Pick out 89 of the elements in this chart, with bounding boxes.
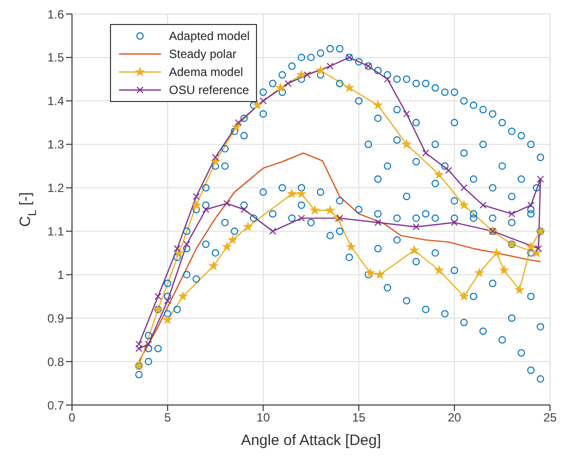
x-tick-label: 20 xyxy=(448,410,462,425)
point xyxy=(412,223,420,230)
point xyxy=(535,245,542,252)
point xyxy=(434,170,444,179)
point xyxy=(326,206,335,214)
y-tick-label: 1.1 xyxy=(47,224,64,238)
point xyxy=(208,261,218,270)
point xyxy=(234,119,242,126)
point xyxy=(422,150,430,157)
legend-label: Adapted model xyxy=(169,29,250,43)
point xyxy=(202,206,210,213)
y-tick-label: 1.4 xyxy=(47,94,64,108)
x-tick-label: 10 xyxy=(256,410,270,425)
point xyxy=(210,156,220,166)
point xyxy=(222,242,232,251)
point xyxy=(403,110,410,118)
point xyxy=(276,83,285,92)
point xyxy=(375,270,384,279)
point xyxy=(459,292,469,300)
point xyxy=(366,268,375,277)
point xyxy=(269,228,276,235)
point xyxy=(212,154,219,161)
point xyxy=(492,248,502,257)
x-tick-label: 15 xyxy=(352,410,366,425)
point xyxy=(374,219,382,226)
point xyxy=(410,246,419,254)
point xyxy=(527,202,534,209)
point xyxy=(287,189,296,198)
point xyxy=(474,268,484,277)
point xyxy=(174,248,184,257)
point xyxy=(373,100,382,110)
point xyxy=(240,206,248,213)
point xyxy=(532,248,542,257)
point xyxy=(154,292,162,300)
point xyxy=(459,200,469,210)
point xyxy=(243,222,252,231)
x-tick-label: 0 xyxy=(68,410,76,425)
x-axis-title: Angle of Attack [Deg] xyxy=(240,432,382,449)
y-tick-label: 1.3 xyxy=(47,138,64,152)
y-tick-label: 1.6 xyxy=(47,7,64,22)
point xyxy=(445,166,452,174)
x-tick-label: 25 xyxy=(543,410,557,425)
point xyxy=(144,340,152,348)
point xyxy=(192,192,200,200)
point xyxy=(434,266,444,274)
point xyxy=(316,66,326,74)
point xyxy=(508,210,516,218)
point xyxy=(344,83,354,92)
point xyxy=(298,214,305,222)
point xyxy=(310,206,320,214)
point xyxy=(480,202,487,209)
point xyxy=(252,100,262,110)
point xyxy=(163,315,172,324)
y-tick-label: 0.9 xyxy=(47,311,64,326)
point xyxy=(304,71,311,78)
point xyxy=(135,345,142,352)
point xyxy=(336,214,344,222)
legend-label: OSU reference xyxy=(169,83,250,97)
point xyxy=(402,140,412,148)
point xyxy=(460,184,468,192)
point xyxy=(174,245,181,252)
point xyxy=(164,297,172,304)
point xyxy=(296,70,306,79)
point xyxy=(526,242,536,251)
point xyxy=(192,200,201,210)
y-tick-label: 0.7 xyxy=(47,398,64,412)
point xyxy=(284,80,292,88)
y-tick-label: 1.2 xyxy=(47,181,64,196)
point xyxy=(536,176,544,183)
legend-label: Steady polar xyxy=(169,47,236,61)
point xyxy=(228,235,238,244)
point xyxy=(183,240,190,248)
point xyxy=(346,242,356,251)
y-tick-label: 1.5 xyxy=(47,50,64,65)
point xyxy=(232,122,242,131)
y-tick-label: 0.8 xyxy=(47,354,64,369)
point xyxy=(326,62,334,70)
point xyxy=(514,285,524,294)
point xyxy=(450,219,458,226)
point xyxy=(384,76,391,83)
point xyxy=(260,97,267,104)
y-tick-label: 1 xyxy=(57,268,64,282)
point xyxy=(135,340,142,348)
point xyxy=(178,292,188,300)
point xyxy=(223,200,230,207)
legend-label: Adema model xyxy=(169,65,244,79)
point xyxy=(296,189,306,198)
x-tick-label: 5 xyxy=(164,410,172,425)
point xyxy=(500,266,509,274)
